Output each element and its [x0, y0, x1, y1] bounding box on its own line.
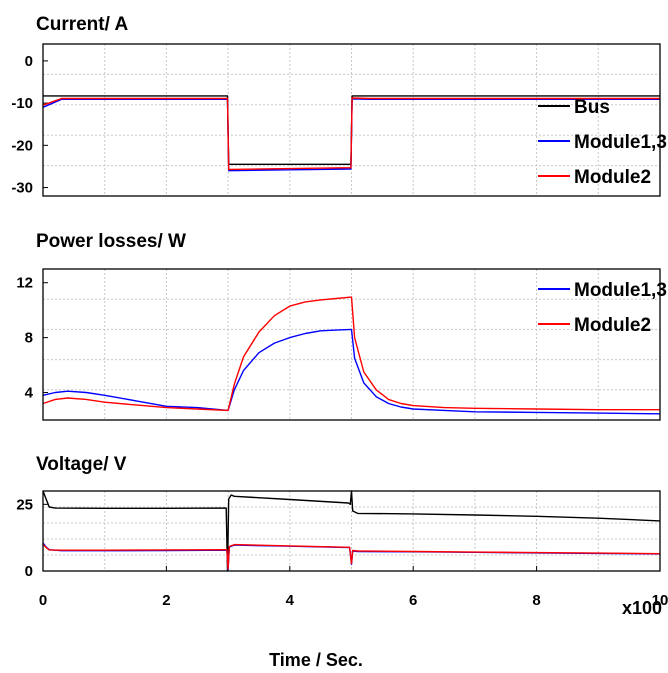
- series-line-module1-3: [42, 98, 660, 172]
- chart-title: Current/ A: [36, 14, 128, 35]
- y-tick-label: 0: [25, 53, 33, 70]
- series-line-module2: [42, 543, 661, 570]
- y-tick-label: 0: [25, 563, 33, 580]
- x-axis-label: Time / Sec.: [269, 650, 363, 670]
- chart-title: Power losses/ W: [36, 231, 186, 252]
- chart-panel-3: Voltage/ V 25 00 2 4 6 8 10: [16, 454, 668, 609]
- legend-label: Module1,3: [574, 280, 667, 301]
- series-line-module1-3: [42, 328, 661, 415]
- series-line-module2: [42, 97, 660, 171]
- x-tick-label: 6: [409, 592, 417, 609]
- legend: Module1,3 Module2: [538, 280, 667, 336]
- x-tick-label: 8: [532, 592, 540, 609]
- y-tick-label: -30: [11, 180, 33, 197]
- y-tick-label: 4: [25, 385, 34, 402]
- legend-label: Module1,3: [574, 132, 667, 153]
- x-multiplier-label: x100: [622, 598, 662, 618]
- y-tick-label: -10: [11, 95, 33, 112]
- chart-title: Voltage/ V: [36, 454, 127, 475]
- x-tick-label: 4: [286, 592, 295, 609]
- legend: Bus Module1,3 Module2: [538, 97, 667, 188]
- y-tick-label: 8: [25, 330, 33, 347]
- series-line-bus: [42, 490, 661, 572]
- x-tick-label: 0: [39, 592, 47, 609]
- y-tick-label: 25: [16, 496, 33, 513]
- series-line-bus: [43, 95, 660, 166]
- plot-frame: [42, 268, 661, 421]
- legend-label: Bus: [574, 97, 610, 118]
- plot-frame: [42, 43, 661, 197]
- y-tick-label: 12: [16, 275, 33, 292]
- legend-label: Module2: [574, 167, 651, 188]
- gridlines: [43, 269, 660, 420]
- chart-panel-1: Current/ A 0 -10 -20 -30 Bus Module1,3 Module2: [11, 14, 667, 197]
- series-line-module2: [42, 296, 660, 412]
- legend-label: Module2: [574, 315, 651, 336]
- x-tick-label: 10: [652, 592, 668, 609]
- y-tick-label: -20: [11, 137, 33, 154]
- plot-frame: [42, 490, 661, 572]
- x-tick-label: 2: [162, 592, 170, 609]
- gridlines: [43, 491, 660, 571]
- chart-panel-2: Power losses/ W 4 8 12 Module1,3 Module2: [16, 231, 667, 421]
